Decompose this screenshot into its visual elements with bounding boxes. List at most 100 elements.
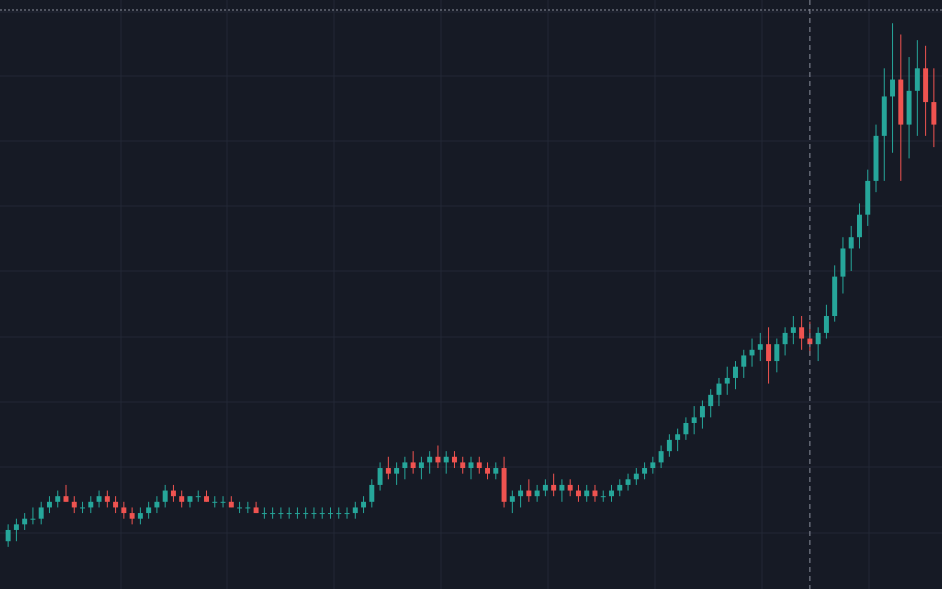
- candle[interactable]: [129, 507, 135, 525]
- candle[interactable]: [204, 490, 209, 502]
- candle[interactable]: [311, 507, 317, 519]
- candle[interactable]: [13, 518, 19, 542]
- candle[interactable]: [790, 316, 796, 345]
- candle[interactable]: [741, 349, 747, 378]
- candle[interactable]: [584, 484, 590, 502]
- candle[interactable]: [237, 501, 243, 514]
- candle[interactable]: [633, 468, 639, 485]
- candle[interactable]: [799, 316, 805, 350]
- candle[interactable]: [468, 456, 474, 480]
- candle[interactable]: [567, 479, 573, 497]
- candle[interactable]: [261, 507, 267, 519]
- candle[interactable]: [873, 124, 879, 193]
- candle[interactable]: [80, 501, 86, 514]
- candle[interactable]: [38, 501, 44, 525]
- candle[interactable]: [757, 332, 763, 362]
- candle[interactable]: [559, 479, 565, 502]
- candle[interactable]: [394, 462, 400, 485]
- candle[interactable]: [906, 57, 912, 159]
- candle[interactable]: [361, 496, 367, 514]
- candle[interactable]: [592, 484, 598, 502]
- candle[interactable]: [377, 462, 383, 491]
- candle[interactable]: [137, 507, 143, 525]
- candle[interactable]: [683, 417, 689, 440]
- candle[interactable]: [22, 513, 28, 530]
- candle[interactable]: [724, 366, 730, 395]
- candles[interactable]: [5, 23, 937, 547]
- candle[interactable]: [88, 496, 94, 514]
- candle[interactable]: [220, 496, 226, 508]
- candle[interactable]: [914, 40, 920, 136]
- candle[interactable]: [212, 496, 218, 508]
- candle[interactable]: [179, 490, 185, 508]
- candle[interactable]: [848, 225, 854, 271]
- candle[interactable]: [699, 400, 705, 429]
- candle[interactable]: [766, 327, 772, 384]
- candle[interactable]: [278, 507, 284, 519]
- candle[interactable]: [534, 484, 540, 502]
- candle[interactable]: [551, 473, 557, 497]
- candle[interactable]: [245, 501, 251, 514]
- candle[interactable]: [526, 479, 532, 502]
- candle[interactable]: [71, 496, 77, 514]
- candle[interactable]: [501, 456, 507, 508]
- candle[interactable]: [55, 490, 61, 508]
- candle[interactable]: [923, 45, 929, 136]
- candle[interactable]: [170, 484, 176, 502]
- candle[interactable]: [162, 484, 168, 508]
- candle[interactable]: [493, 462, 499, 480]
- candle[interactable]: [600, 490, 606, 502]
- candle[interactable]: [666, 434, 672, 457]
- candle[interactable]: [228, 496, 234, 508]
- candle[interactable]: [113, 496, 119, 514]
- candle[interactable]: [856, 203, 862, 249]
- candle[interactable]: [823, 304, 829, 339]
- candle[interactable]: [195, 490, 201, 502]
- candle[interactable]: [898, 34, 904, 181]
- candle[interactable]: [30, 507, 36, 525]
- candle[interactable]: [146, 501, 152, 519]
- candle[interactable]: [642, 462, 648, 480]
- candle[interactable]: [253, 501, 259, 514]
- candle[interactable]: [782, 327, 788, 356]
- candle[interactable]: [418, 456, 424, 480]
- candle[interactable]: [485, 462, 491, 480]
- candle[interactable]: [575, 484, 581, 502]
- candle[interactable]: [402, 456, 408, 480]
- candle[interactable]: [675, 428, 681, 452]
- candle[interactable]: [815, 327, 821, 362]
- candle[interactable]: [294, 507, 300, 519]
- candle[interactable]: [931, 68, 937, 148]
- candle[interactable]: [63, 484, 69, 502]
- candle[interactable]: [154, 496, 160, 514]
- candle[interactable]: [369, 479, 375, 508]
- candle[interactable]: [890, 23, 896, 153]
- candle[interactable]: [733, 361, 738, 390]
- candle[interactable]: [518, 484, 524, 508]
- candle[interactable]: [435, 445, 441, 469]
- candle[interactable]: [443, 451, 449, 474]
- candle[interactable]: [865, 169, 871, 226]
- candle[interactable]: [187, 496, 193, 508]
- candle[interactable]: [617, 479, 623, 497]
- candle[interactable]: [336, 507, 342, 519]
- candle[interactable]: [840, 237, 846, 294]
- candle[interactable]: [328, 507, 333, 519]
- candle[interactable]: [121, 501, 127, 519]
- candle[interactable]: [460, 456, 466, 474]
- candle[interactable]: [542, 479, 548, 497]
- candle[interactable]: [303, 507, 309, 519]
- candle[interactable]: [352, 501, 358, 519]
- candle[interactable]: [451, 451, 457, 469]
- candle[interactable]: [270, 507, 276, 519]
- candle[interactable]: [385, 456, 391, 480]
- candle[interactable]: [427, 451, 433, 474]
- candle[interactable]: [5, 524, 11, 547]
- candle[interactable]: [716, 377, 722, 407]
- candle[interactable]: [46, 496, 52, 514]
- candle[interactable]: [344, 507, 350, 519]
- candle[interactable]: [658, 445, 664, 469]
- candle[interactable]: [625, 473, 631, 491]
- candle[interactable]: [104, 490, 110, 508]
